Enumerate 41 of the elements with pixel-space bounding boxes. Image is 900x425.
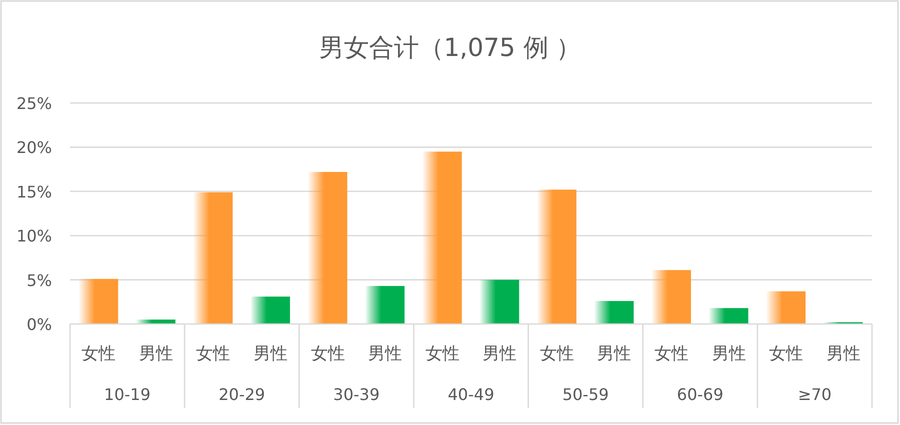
bar: [79, 278, 118, 324]
text: 女性: [540, 344, 574, 364]
text: 女性: [654, 344, 688, 364]
text: 男性: [482, 344, 517, 364]
bar: [136, 320, 176, 324]
series-label: 女性: [82, 344, 116, 364]
bar: [308, 172, 348, 324]
text: 男性: [254, 344, 288, 364]
x-tick-label: 20-29: [218, 385, 266, 404]
text: 男性: [826, 344, 860, 364]
bar: [537, 190, 576, 324]
bar: [766, 291, 806, 324]
y-tick-label: 5%: [26, 270, 52, 290]
x-tick-label: 50-59: [562, 385, 609, 404]
bar: [594, 301, 634, 324]
y-tick-label: 15%: [16, 182, 52, 202]
x-tick-label: ≥70: [798, 385, 832, 404]
chart-title: 男女合计（1,075 例 ）: [318, 33, 582, 62]
y-tick-label: 0%: [26, 315, 52, 334]
y-tick-label: 25%: [16, 94, 52, 113]
y-tick-label: 10%: [16, 226, 52, 246]
text: 女性: [310, 344, 345, 364]
bar: [251, 296, 290, 324]
y-tick-label: 20%: [16, 138, 52, 158]
x-tick-label: 40-49: [448, 385, 494, 404]
x-tick-label: 30-39: [333, 385, 380, 404]
text: 女性: [196, 344, 230, 364]
bar: [422, 152, 462, 324]
text: 男性: [597, 344, 632, 364]
x-tick-label: 60-69: [676, 385, 724, 404]
text: 女性: [769, 344, 804, 364]
text: 女性: [425, 344, 460, 364]
bar: [709, 308, 748, 324]
text: 男性: [712, 344, 746, 364]
bar: [480, 280, 520, 324]
bar: [652, 270, 691, 324]
bar: [194, 192, 233, 324]
series-label: 男性: [138, 344, 173, 364]
bar: [366, 286, 405, 324]
x-tick-label: 10-19: [104, 385, 151, 404]
text: 男性: [368, 344, 402, 364]
